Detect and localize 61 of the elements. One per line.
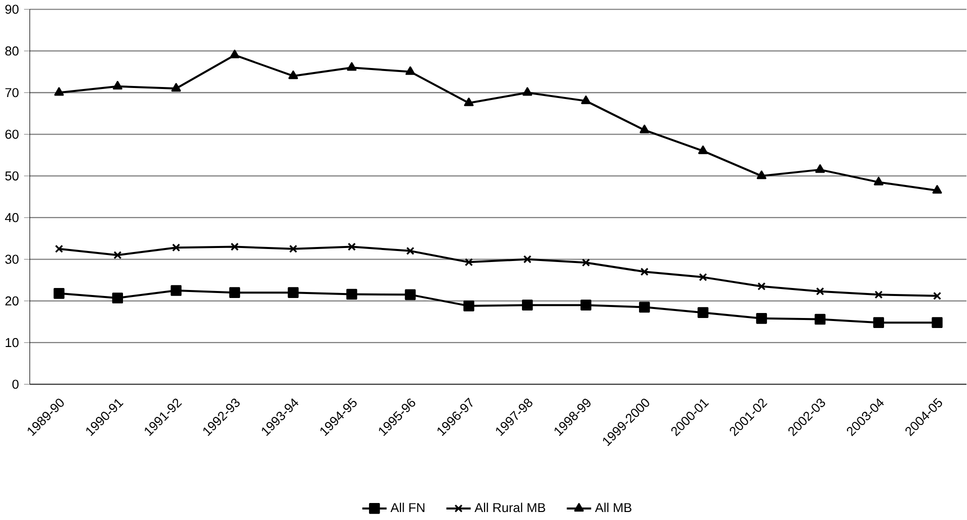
point bbox=[346, 288, 358, 300]
y-tick-label: 40 bbox=[5, 213, 19, 222]
point bbox=[229, 287, 240, 298]
point bbox=[404, 289, 416, 300]
point bbox=[406, 246, 414, 256]
point bbox=[933, 292, 942, 300]
point bbox=[463, 300, 474, 312]
point bbox=[932, 317, 943, 328]
point bbox=[756, 313, 767, 324]
point bbox=[114, 251, 122, 260]
point bbox=[348, 242, 356, 251]
point bbox=[932, 185, 942, 194]
y-tick-label: 80 bbox=[5, 46, 19, 56]
legend-label: All MB bbox=[595, 502, 632, 512]
point bbox=[581, 96, 591, 104]
y-tick-label: 20 bbox=[5, 296, 19, 306]
y-tick-label: 70 bbox=[5, 88, 19, 98]
point bbox=[54, 288, 64, 299]
point bbox=[405, 66, 416, 75]
point bbox=[289, 244, 298, 253]
point bbox=[816, 287, 824, 296]
point bbox=[464, 258, 473, 266]
point bbox=[874, 176, 884, 186]
y-tick-label: 90 bbox=[5, 4, 19, 14]
point bbox=[112, 292, 123, 304]
point bbox=[54, 244, 64, 253]
point bbox=[112, 81, 122, 90]
point bbox=[172, 244, 180, 252]
point bbox=[582, 258, 590, 267]
point bbox=[170, 285, 182, 296]
y-tick-label: 0 bbox=[12, 380, 19, 389]
point bbox=[874, 290, 883, 299]
point bbox=[522, 300, 533, 311]
point bbox=[54, 87, 64, 96]
point bbox=[640, 124, 650, 134]
point bbox=[814, 314, 826, 325]
point bbox=[522, 87, 532, 96]
point bbox=[756, 170, 766, 180]
point bbox=[815, 164, 825, 173]
y-tick-label: 10 bbox=[6, 338, 19, 348]
point bbox=[523, 255, 532, 264]
y-tick-label: 60 bbox=[5, 130, 19, 139]
point bbox=[230, 242, 239, 251]
point bbox=[640, 268, 649, 276]
legend-label: All FN bbox=[390, 502, 424, 512]
y-tick-label: 30 bbox=[5, 254, 19, 264]
point bbox=[580, 300, 592, 311]
point bbox=[873, 317, 884, 328]
point bbox=[288, 70, 298, 80]
point bbox=[230, 50, 240, 58]
point bbox=[464, 98, 474, 106]
point bbox=[288, 287, 299, 298]
point bbox=[346, 62, 357, 71]
legend-label: All Rural MB bbox=[474, 502, 546, 512]
point bbox=[757, 282, 766, 290]
point bbox=[639, 302, 650, 313]
y-tick-label: 50 bbox=[5, 171, 19, 181]
point bbox=[698, 146, 708, 154]
point bbox=[171, 83, 181, 92]
point bbox=[698, 273, 708, 282]
point bbox=[698, 307, 708, 318]
